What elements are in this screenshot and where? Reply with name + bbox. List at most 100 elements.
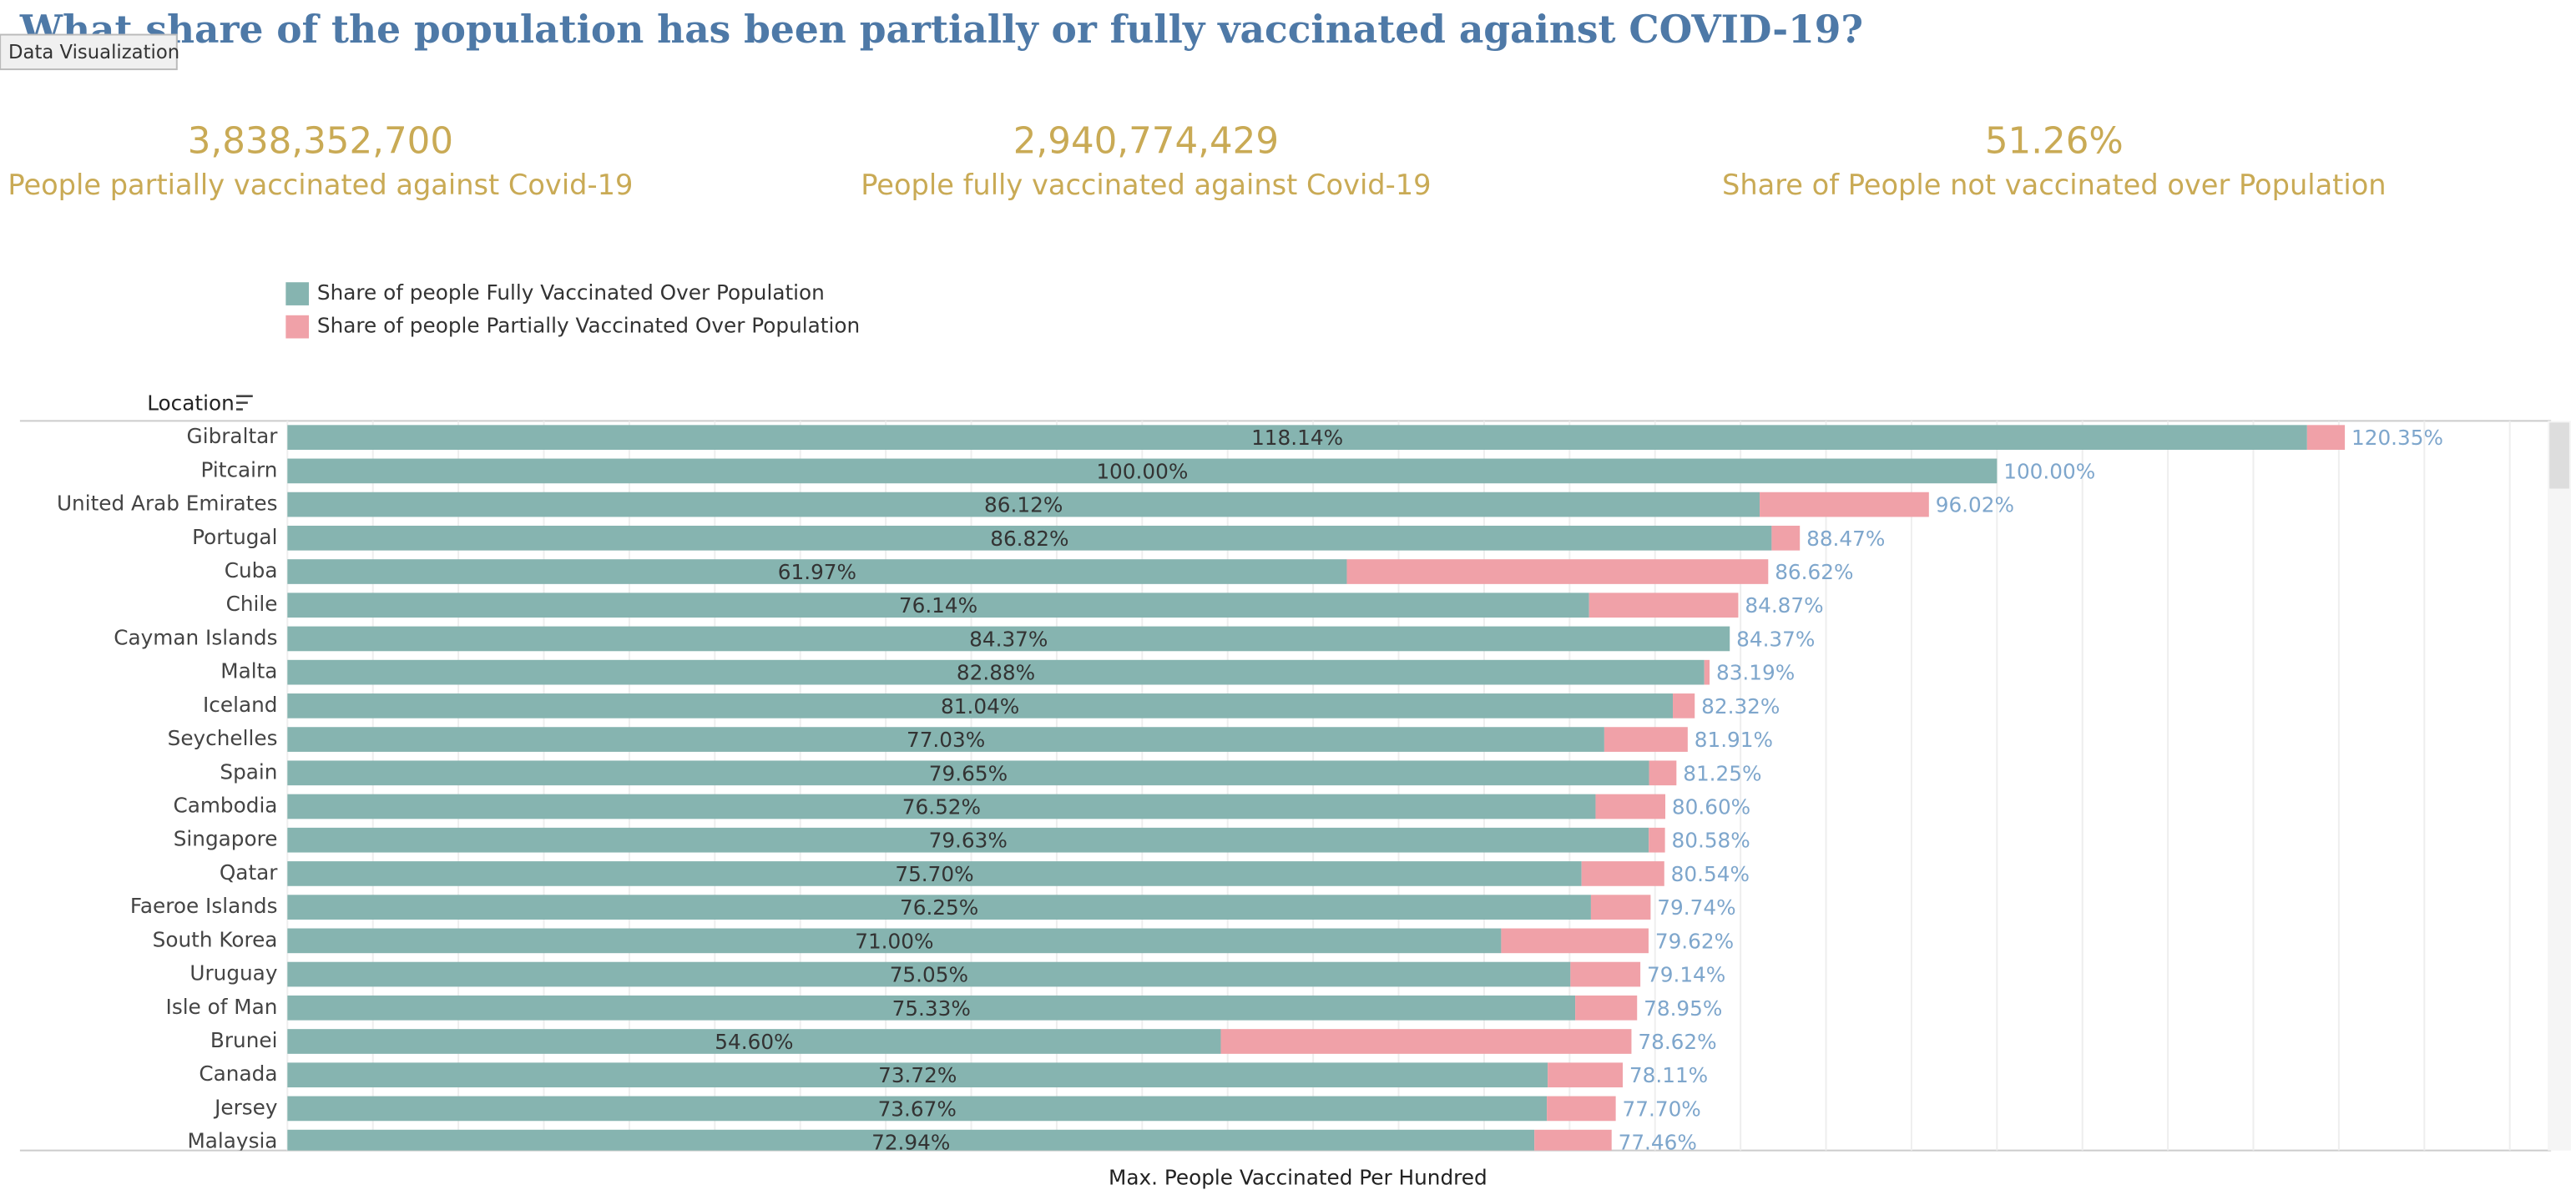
y-tick-label: Malta (220, 659, 277, 683)
total-label: 77.46% (1619, 1131, 1697, 1155)
bar-segment (1704, 659, 1710, 685)
bar-label: 79.65% (929, 761, 1008, 785)
bar-segment (287, 525, 1772, 551)
y-tick-label: Spain (220, 759, 277, 784)
bar-segment (287, 760, 1649, 786)
y-axis-title[interactable]: Location (147, 391, 235, 416)
bar-label: 73.72% (878, 1063, 957, 1087)
bar-label: 84.37% (969, 627, 1048, 651)
y-tick-label: Cambodia (173, 794, 277, 818)
bar-segment (1649, 760, 1677, 786)
total-label: 77.70% (1623, 1097, 1701, 1121)
bar-label: 79.63% (929, 829, 1008, 853)
bar-segment (287, 1096, 1548, 1122)
y-tick-label: Qatar (220, 860, 278, 885)
sort-icon[interactable] (236, 395, 253, 411)
y-tick-label: Portugal (192, 525, 277, 549)
total-label: 82.32% (1701, 694, 1780, 718)
total-label: 84.87% (1745, 593, 1823, 618)
bar-segment (2306, 425, 2346, 451)
y-tick-label: South Korea (153, 927, 278, 951)
total-label: 78.11% (1629, 1063, 1708, 1087)
scrollbar[interactable] (2548, 421, 2571, 1151)
bar-segment (1590, 895, 1651, 920)
bar-segment (1534, 1129, 1612, 1151)
bar-label: 100.00% (1096, 459, 1188, 483)
y-tick-label: Chile (226, 592, 278, 616)
bar-segment (1570, 961, 1641, 987)
total-label: 80.58% (1672, 829, 1750, 853)
bar-segment (287, 626, 1730, 652)
bar-segment (287, 1029, 1221, 1054)
bar-segment (287, 1129, 1535, 1151)
bar-segment (1581, 861, 1664, 886)
x-axis-title: Max. People Vaccinated Per Hundred (1109, 1165, 1488, 1189)
total-label: 100.00% (2003, 459, 2095, 483)
bar-label: 76.14% (899, 593, 977, 618)
bar-segment (1589, 592, 1739, 618)
total-label: 86.62% (1775, 560, 1853, 584)
bar-segment (287, 559, 1347, 584)
bar-segment (287, 592, 1589, 618)
total-label: 81.91% (1695, 728, 1773, 752)
y-tick-label: Malaysia (187, 1129, 277, 1153)
bar-label: 86.82% (990, 527, 1068, 551)
bar-segment (287, 693, 1674, 718)
bar-label: 86.12% (984, 493, 1063, 517)
bar-label: 75.33% (892, 996, 971, 1021)
bar-segment (287, 995, 1576, 1021)
bar-segment (1547, 1096, 1616, 1122)
plot: Gibraltar 118.14% 120.35% Pitcairn 100.00% 10… (57, 421, 2511, 1155)
bar-segment (1771, 525, 1801, 551)
total-label: 120.35% (2351, 426, 2443, 450)
tab[interactable]: Data Visualization (8, 42, 179, 63)
bar-label: 118.14% (1251, 426, 1343, 450)
y-tick-label: Cayman Islands (114, 625, 277, 649)
total-label: 79.14% (1647, 963, 1725, 987)
bar-label: 73.67% (878, 1097, 957, 1121)
bar-segment (1501, 928, 1649, 954)
bar-segment (287, 458, 1998, 484)
total-label: 83.19% (1716, 661, 1795, 685)
bar-segment (287, 961, 1571, 987)
y-tick-label: Uruguay (189, 961, 277, 986)
bar-label: 82.88% (957, 661, 1035, 685)
y-tick-label: Jersey (213, 1095, 277, 1119)
bar-segment (287, 895, 1591, 920)
bar-segment (287, 492, 1760, 517)
bar-segment (287, 928, 1502, 954)
total-label: 84.37% (1736, 627, 1815, 651)
total-label: 80.60% (1672, 794, 1750, 819)
bar-segment (287, 425, 2307, 451)
bar-label: 81.04% (941, 694, 1019, 718)
bar-segment (287, 1062, 1548, 1088)
y-tick-label: Faeroe Islands (130, 894, 278, 918)
total-label: 96.02% (1936, 493, 2014, 517)
scroll-thumb[interactable] (2549, 422, 2569, 489)
total-label: 79.62% (1655, 929, 1734, 953)
legend-label: Share of people Partially Vaccinated Ove… (317, 314, 860, 338)
kpi-value: 2,940,774,429 (1013, 121, 1279, 163)
legend-label: Share of people Fully Vaccinated Over Po… (317, 280, 825, 305)
y-tick-label: Isle of Man (166, 995, 278, 1019)
bar-segment (1649, 827, 1665, 853)
y-tick-label: Gibraltar (187, 424, 279, 448)
title: What share of the population has been pa… (19, 7, 1863, 52)
tab-box (0, 33, 178, 71)
legend-swatch (285, 282, 310, 305)
total-label: 79.74% (1657, 895, 1735, 920)
total-label: 88.47% (1806, 527, 1885, 551)
bar-segment (287, 827, 1649, 853)
bar-label: 77.03% (907, 728, 985, 752)
bar-segment (1220, 1029, 1632, 1054)
bar-segment (1575, 995, 1638, 1021)
y-tick-label: United Arab Emirates (57, 492, 278, 516)
y-tick-label: Iceland (203, 693, 277, 717)
bar-label: 75.70% (895, 862, 973, 886)
kpi-label: People fully vaccinated against Covid-19 (861, 169, 1431, 201)
bar-label: 71.00% (855, 929, 933, 953)
bar-label: 54.60% (715, 1030, 793, 1054)
bar-label: 75.05% (890, 963, 968, 987)
total-label: 80.54% (1671, 862, 1750, 886)
